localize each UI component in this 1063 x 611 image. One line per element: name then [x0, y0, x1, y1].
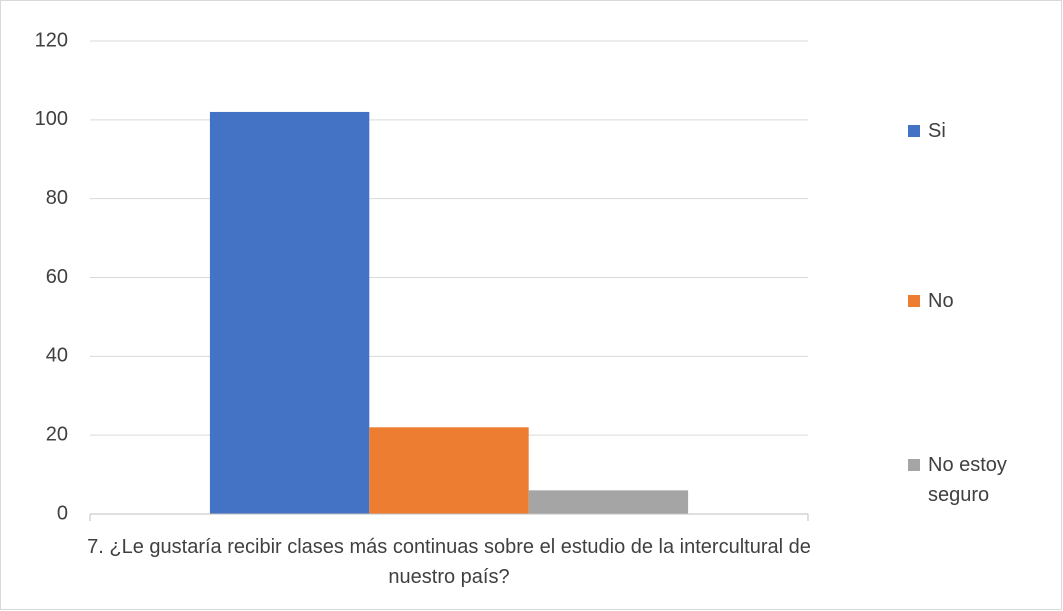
y-tick-label: 40 [46, 345, 68, 367]
legend-swatch [908, 125, 920, 137]
bar [369, 427, 529, 514]
legend-label: No estoy seguro [928, 454, 1007, 506]
y-tick-label: 20 [46, 423, 68, 445]
y-tick-label: 0 [57, 502, 68, 524]
bar [209, 111, 370, 514]
legend-swatch [908, 295, 920, 307]
legend-swatch [908, 459, 920, 471]
legend-label: No [928, 290, 954, 312]
y-tick-label: 100 [35, 108, 68, 130]
legend-label: Si [928, 120, 946, 142]
x-tick-label: 7. ¿Le gustaría recibir clases más conti… [87, 536, 811, 588]
y-tick-label: 80 [46, 187, 68, 209]
y-tick-label: 60 [46, 266, 68, 288]
y-tick-label: 120 [35, 29, 68, 51]
bar [528, 490, 689, 514]
